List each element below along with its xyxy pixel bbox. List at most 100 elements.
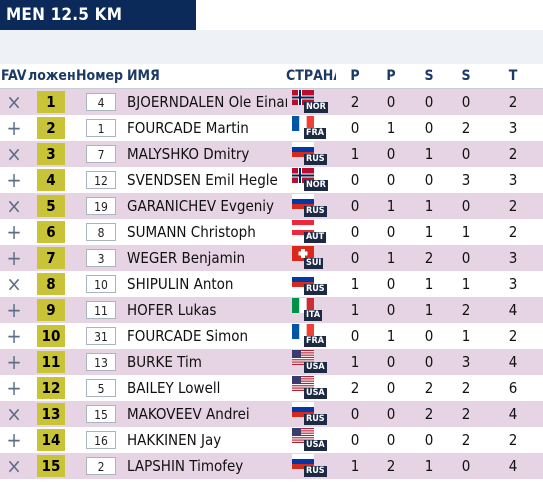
add-favorite-icon[interactable]: + (6, 376, 22, 400)
total-misses: 2 (508, 223, 518, 241)
country-flag: USA (292, 428, 332, 452)
position-badge: 6 (37, 221, 65, 243)
add-favorite-icon[interactable]: + (6, 350, 22, 374)
total-misses: 2 (508, 93, 518, 111)
add-favorite-icon[interactable]: + (6, 168, 22, 192)
bib-number: 1 (86, 119, 116, 137)
bib-number: 16 (86, 431, 116, 449)
switzerland-flag-icon (292, 246, 314, 261)
bib-number: 7 (86, 145, 116, 163)
add-favorite-icon[interactable]: + (6, 298, 22, 322)
position-badge: 2 (37, 117, 65, 139)
remove-favorite-icon[interactable]: × (6, 90, 22, 114)
standing-1-misses: 0 (424, 327, 434, 345)
athlete-name: BAILEY Lowell (127, 379, 221, 397)
prone-1-misses: 1 (350, 275, 360, 293)
position-badge: 14 (37, 429, 65, 451)
add-favorite-icon[interactable]: + (6, 116, 22, 140)
position-badge: 1 (37, 91, 65, 113)
standing-1-misses: 0 (424, 171, 434, 189)
sort-toolbar (0, 30, 543, 90)
header-standing-1[interactable]: S (424, 68, 434, 84)
russia-flag-icon (292, 142, 314, 157)
bib-number: 2 (86, 457, 116, 475)
russia-flag-icon (292, 272, 314, 287)
country-flag: USA (292, 350, 332, 374)
remove-favorite-icon[interactable]: × (6, 142, 22, 166)
table-row[interactable]: +14 16 HAKKINEN Jay USA 0 0 0 2 2 (0, 427, 543, 453)
athlete-name: LAPSHIN Timofey (127, 457, 244, 475)
remove-favorite-icon[interactable]: × (6, 272, 22, 296)
header-fav[interactable]: FAV (1, 68, 27, 84)
add-favorite-icon[interactable]: + (6, 324, 22, 348)
russia-flag-icon (292, 194, 314, 209)
prone-2-misses: 0 (386, 353, 396, 371)
prone-2-misses: 1 (386, 119, 396, 137)
header-name[interactable]: ИМЯ (127, 68, 160, 84)
prone-2-misses: 0 (386, 431, 396, 449)
bib-number: 11 (86, 301, 116, 319)
prone-2-misses: 1 (386, 249, 396, 267)
country-code: USA (304, 362, 327, 373)
add-favorite-icon[interactable]: + (6, 246, 22, 270)
athlete-name: BJOERNDALEN Ole Einar (127, 93, 287, 111)
standing-2-misses: 0 (461, 197, 471, 215)
header-position[interactable]: ложен (28, 68, 76, 84)
prone-2-misses: 2 (386, 457, 396, 475)
table-header: FAV ложен Номер ИМЯ СТРАНА P P S S T (0, 64, 543, 89)
total-misses: 2 (508, 327, 518, 345)
table-row[interactable]: +11 13 BURKE Tim USA 1 0 0 3 4 (0, 349, 543, 375)
table-row[interactable]: × 15 2 LAPSHIN Timofey RUS 1 2 1 0 4 (0, 453, 543, 479)
table-row[interactable]: +7 3 WEGER Benjamin SUI 0 1 2 0 3 (0, 245, 543, 271)
country-flag: RUS (292, 402, 332, 426)
country-code: RUS (304, 414, 327, 425)
bib-number: 31 (86, 327, 116, 345)
bib-number: 4 (86, 93, 116, 111)
header-prone-1[interactable]: P (350, 68, 360, 84)
remove-favorite-icon[interactable]: × (6, 454, 22, 478)
header-country[interactable]: СТРАНА (286, 68, 336, 84)
remove-favorite-icon[interactable]: × (6, 402, 22, 426)
table-row[interactable]: +10 31 FOURCADE Simon FRA 0 1 0 1 2 (0, 323, 543, 349)
usa-flag-icon (292, 376, 314, 391)
total-misses: 3 (508, 249, 518, 267)
table-row[interactable]: × 8 10 SHIPULIN Anton RUS 1 0 1 1 3 (0, 271, 543, 297)
remove-favorite-icon[interactable]: × (6, 194, 22, 218)
prone-2-misses: 0 (386, 145, 396, 163)
total-misses: 3 (508, 171, 518, 189)
bib-number: 12 (86, 171, 116, 189)
table-row[interactable]: +2 1 FOURCADE Martin FRA 0 1 0 2 3 (0, 115, 543, 141)
prone-2-misses: 0 (386, 223, 396, 241)
table-row[interactable]: +12 5 BAILEY Lowell USA 2 0 2 2 6 (0, 375, 543, 401)
prone-1-misses: 0 (350, 223, 360, 241)
france-flag-icon (292, 116, 314, 131)
athlete-name: FOURCADE Simon (127, 327, 249, 345)
country-flag: RUS (292, 272, 332, 296)
table-row[interactable]: +4 12 SVENDSEN Emil Hegle NOR 0 0 0 3 3 (0, 167, 543, 193)
header-total[interactable]: T (508, 68, 518, 84)
header-prone-2[interactable]: P (386, 68, 396, 84)
bib-number: 5 (86, 379, 116, 397)
header-bib[interactable]: Номер (76, 68, 124, 84)
standing-2-misses: 3 (461, 353, 471, 371)
prone-2-misses: 1 (386, 197, 396, 215)
table-row[interactable]: +9 11 HOFER Lukas ITA 1 0 1 2 4 (0, 297, 543, 323)
country-code: ITA (304, 310, 323, 321)
table-row[interactable]: × 3 7 MALYSHKO Dmitry RUS 1 0 1 0 2 (0, 141, 543, 167)
total-misses: 4 (508, 457, 518, 475)
standing-2-misses: 2 (461, 405, 471, 423)
add-favorite-icon[interactable]: + (6, 220, 22, 244)
table-row[interactable]: × 5 19 GARANICHEV Evgeniy RUS 0 1 1 0 2 (0, 193, 543, 219)
table-row[interactable]: × 1 4 BJOERNDALEN Ole Einar NOR 2 0 0 0 2 (0, 89, 543, 115)
header-standing-2[interactable]: S (461, 68, 471, 84)
table-row[interactable]: × 13 15 MAKOVEEV Andrei RUS 0 0 2 2 4 (0, 401, 543, 427)
country-flag: NOR (292, 90, 332, 114)
prone-1-misses: 2 (350, 379, 360, 397)
standing-2-misses: 0 (461, 145, 471, 163)
table-row[interactable]: +6 8 SUMANN Christoph AUT 0 0 1 1 2 (0, 219, 543, 245)
add-favorite-icon[interactable]: + (6, 428, 22, 452)
country-code: RUS (304, 154, 327, 165)
france-flag-icon (292, 324, 314, 339)
standing-2-misses: 2 (461, 379, 471, 397)
athlete-name: SHIPULIN Anton (127, 275, 234, 293)
